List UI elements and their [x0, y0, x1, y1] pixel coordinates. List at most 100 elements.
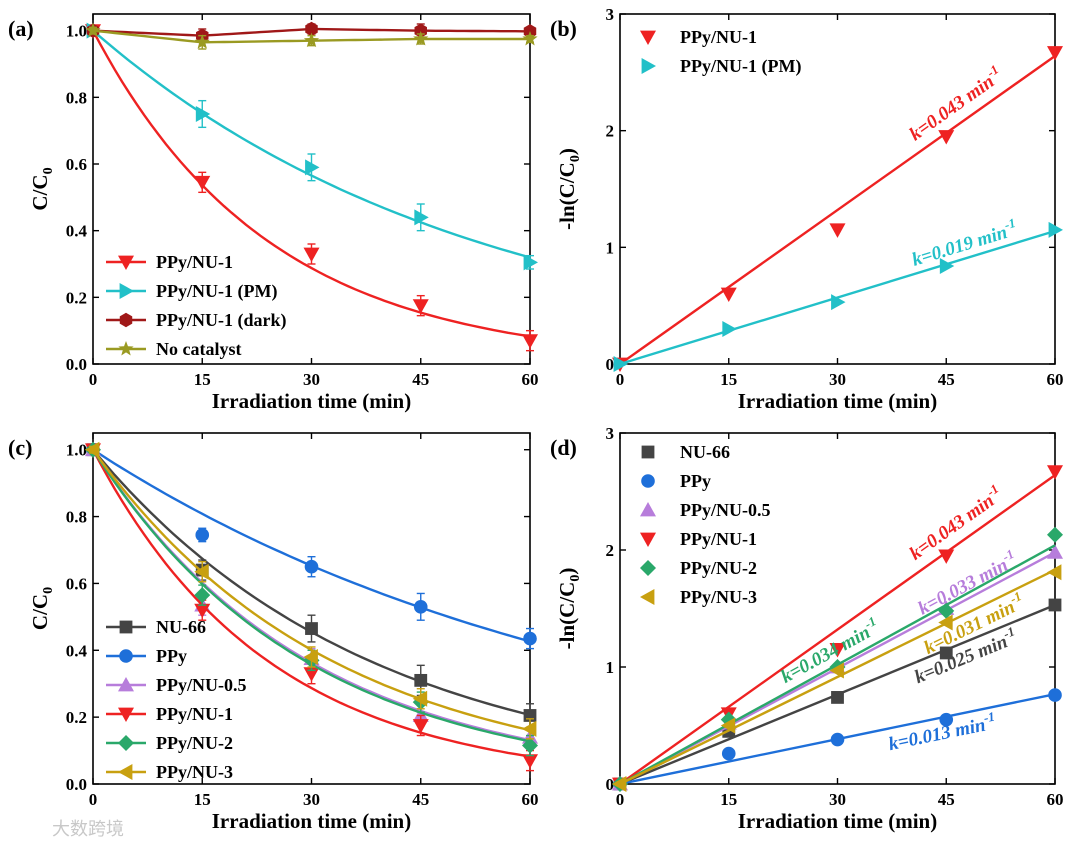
x-tick-label: 15: [720, 370, 737, 389]
watermark-text: 大数跨境: [52, 819, 124, 840]
x-tick-label: 60: [1047, 370, 1064, 389]
data-point: [85, 441, 100, 458]
fit-line: [619, 568, 1056, 786]
panel-label: (c): [8, 435, 32, 460]
panel-b: (b) 0 15 30 45 60 0 1 2 3 Irradiation time (min) -l…: [550, 5, 1064, 413]
y-tick-label: 3: [606, 5, 615, 24]
data-point: [1048, 221, 1063, 238]
x-tick-label: 45: [938, 370, 955, 389]
x-axis-label: Irradiation time (min): [212, 809, 411, 833]
x-tick-label: 0: [89, 370, 98, 389]
data-point: [1048, 688, 1062, 702]
legend-label: PPy/NU-1: [156, 704, 233, 724]
x-tick-label: 30: [829, 370, 846, 389]
legend-label: PPy/NU-1 (PM): [156, 281, 277, 302]
x-tick-label: 15: [194, 370, 211, 389]
y-tick-label: 0.8: [66, 88, 87, 107]
y-tick-label: 1: [606, 658, 615, 677]
data-point: [412, 707, 429, 722]
series-ppy-nu-1: [85, 24, 538, 352]
x-tick-label: 60: [522, 790, 539, 809]
series-ppy-nu-1-pm-: k=0.019 min-1: [613, 215, 1063, 372]
series-ppy-nu-1-pm-: [86, 22, 538, 271]
data-point: [721, 746, 736, 761]
data-point: [414, 673, 428, 687]
data-point: [413, 31, 429, 46]
legend-label: PPy/NU-3: [680, 587, 757, 607]
data-point: [195, 106, 211, 122]
data-point: [522, 720, 537, 737]
data-point: [722, 321, 737, 337]
y-tick-label: 0.6: [66, 574, 87, 593]
y-tick-label: 0.8: [66, 508, 87, 527]
data-point: [522, 754, 538, 769]
x-tick-label: 15: [720, 790, 737, 809]
data-point: [939, 258, 955, 274]
x-tick-label: 30: [829, 790, 846, 809]
legend-marker: [118, 677, 134, 692]
data-point: [1048, 598, 1062, 612]
y-tick-label: 0.4: [66, 641, 88, 660]
data-point: [304, 559, 319, 574]
x-axis-label: Irradiation time (min): [738, 389, 937, 413]
data-point: [831, 691, 844, 704]
legend-label: PPy/NU-1: [680, 529, 757, 549]
legend-marker: [119, 283, 134, 299]
series-ppy-nu-1: k=0.043 min-1: [612, 46, 1063, 372]
legend-entry: PPy/NU-0.5: [640, 500, 770, 520]
legend-label: No catalyst: [156, 339, 241, 359]
data-point: [939, 712, 954, 727]
legend-marker: [641, 474, 655, 488]
data-point: [829, 662, 844, 679]
data-point: [523, 254, 538, 271]
y-tick-label: 2: [606, 122, 615, 141]
x-tick-label: 0: [616, 370, 625, 389]
legend-label: PPy/NU-2: [680, 558, 757, 578]
legend-marker: [118, 764, 133, 780]
y-axis-label: C/C0: [28, 167, 56, 210]
legend-marker: [640, 532, 656, 547]
data-point: [305, 21, 318, 37]
data-point: [720, 717, 736, 734]
panel-label: (a): [8, 16, 34, 41]
data-point: [305, 159, 320, 176]
y-tick-label: 0.0: [66, 355, 87, 374]
y-tick-label: 1.0: [66, 22, 87, 41]
legend-label: NU-66: [680, 442, 730, 462]
y-tick-label: 0: [606, 355, 615, 374]
legend-entry: PPy/NU-1 (PM): [106, 281, 277, 302]
x-tick-label: 45: [412, 370, 429, 389]
rate-constant-label: k=0.043 min-1: [904, 481, 1008, 565]
data-point: [412, 299, 429, 314]
legend-entry: PPy/NU-1: [640, 529, 757, 549]
data-point: [523, 631, 537, 646]
legend-entry: PPy: [106, 646, 187, 666]
rate-constant-label: k=0.019 min-1: [908, 215, 1020, 271]
legend-entry: No catalyst: [106, 339, 241, 359]
data-point: [1047, 526, 1063, 543]
legend-marker: [640, 30, 656, 45]
data-point: [938, 549, 955, 564]
fit-curve: [91, 449, 531, 758]
panel-d: (d) 0 15 30 45 60 0 1 2 3 Irradiation time (min) -l…: [550, 424, 1064, 833]
legend-entry: PPy/NU-1 (PM): [641, 56, 801, 77]
legend-marker: [640, 502, 656, 517]
fit-line: [619, 229, 1056, 366]
data-point: [939, 646, 953, 660]
x-tick-label: 30: [303, 370, 320, 389]
legend-marker: [641, 58, 656, 74]
legend-entry: PPy/NU-0.5: [106, 675, 246, 695]
legend-marker: [118, 255, 134, 270]
x-axis-label: Irradiation time (min): [738, 809, 937, 833]
x-tick-label: 45: [938, 790, 955, 809]
data-point: [1047, 465, 1063, 480]
legend-entry: PPy/NU-1: [106, 252, 233, 272]
y-tick-label: 0.2: [66, 288, 87, 307]
legend-entry: PPy/NU-1: [640, 27, 757, 47]
y-tick-label: 1: [606, 238, 615, 257]
data-point: [85, 22, 101, 38]
legend-label: PPy: [680, 471, 711, 491]
y-tick-label: 0.0: [66, 775, 87, 794]
data-point: [414, 209, 429, 226]
